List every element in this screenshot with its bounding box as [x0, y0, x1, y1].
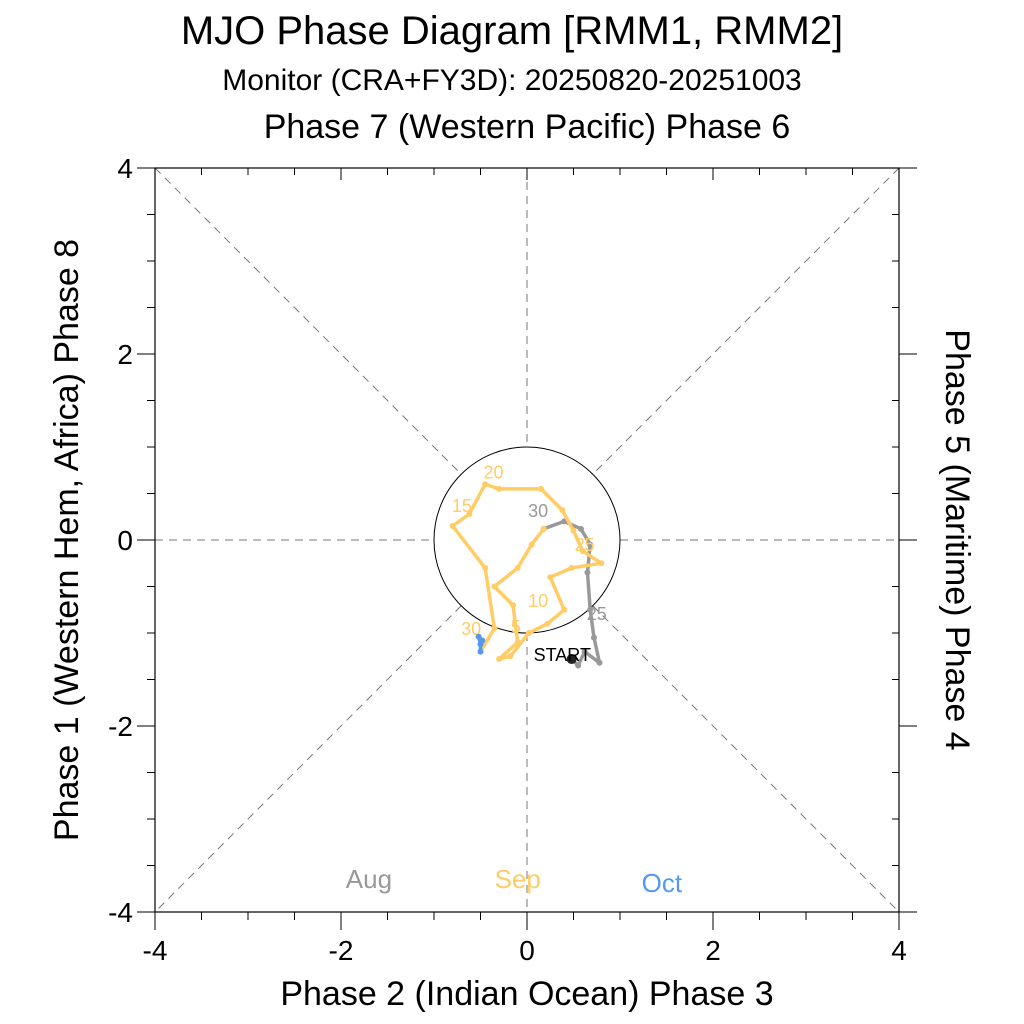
series-point-sep	[510, 602, 517, 609]
series-point-sep	[482, 564, 489, 571]
series-point-sep	[570, 527, 577, 534]
day-label-aug: 30	[528, 501, 548, 521]
series-point-sep	[514, 564, 521, 571]
series-point-sep	[547, 574, 554, 581]
series-point-oct	[477, 648, 484, 655]
series-point-aug	[587, 606, 594, 613]
chart-title: MJO Phase Diagram [RMM1, RMM2]	[181, 9, 843, 53]
day-label-sep: 20	[484, 463, 504, 483]
day-label-sep: 5	[511, 617, 521, 637]
legend-month-oct: Oct	[642, 868, 683, 898]
series-point-sep	[449, 523, 456, 530]
series-point-sep	[544, 620, 551, 627]
series-point-sep	[537, 485, 544, 492]
series-point-sep	[496, 656, 503, 663]
series-point-sep	[525, 630, 532, 636]
y-tick-label: 4	[117, 153, 133, 184]
day-label-sep: 10	[528, 591, 548, 611]
bottom-phase-label: Phase 2 (Indian Ocean) Phase 3	[280, 975, 773, 1013]
series-point-aug	[584, 569, 591, 576]
x-tick-label: 2	[705, 935, 721, 966]
series-point-sep	[598, 560, 605, 567]
series-point-sep	[579, 548, 586, 555]
plot-area: -4 -2 0 2 4 -4 -2 0 2 4 25 30 5 10 15 20 25 30 START Aug Sep…	[108, 153, 917, 966]
series-point-sep	[491, 625, 498, 632]
x-tick-label: 4	[891, 935, 907, 966]
y-tick-label: -2	[108, 711, 133, 742]
series-point-aug	[581, 648, 588, 655]
right-phase-label: Phase 5 (Maritime) Phase 4	[938, 329, 976, 750]
x-tick-label: -4	[143, 935, 168, 966]
series-point-sep	[491, 583, 498, 590]
y-tick-label: 0	[117, 525, 133, 556]
legend-month-aug: Aug	[346, 864, 392, 894]
series-point-aug	[587, 541, 594, 548]
chart-subtitle: Monitor (CRA+FY3D): 20250820-20251003	[222, 64, 802, 97]
top-phase-label: Phase 7 (Western Pacific) Phase 6	[264, 108, 791, 146]
series-point-sep	[540, 525, 547, 532]
start-marker	[566, 654, 577, 665]
start-label: START	[534, 645, 591, 665]
x-tick-label: 0	[519, 935, 535, 966]
series-point-sep	[482, 481, 489, 488]
series-point-sep	[561, 606, 568, 613]
series-point-aug	[596, 659, 603, 666]
legend-month-sep: Sep	[495, 864, 541, 894]
series-point-sep	[559, 507, 566, 514]
series-point-sep	[507, 653, 514, 660]
series-point-sep	[514, 639, 521, 646]
y-tick-label: 2	[117, 339, 133, 370]
series-point-oct	[479, 637, 486, 644]
series-point-sep	[568, 564, 575, 571]
series-point-oct	[475, 633, 482, 640]
series-point-aug	[575, 662, 582, 669]
day-label-sep: 30	[461, 619, 481, 639]
series-point-aug	[590, 634, 597, 641]
series-point-sep	[496, 485, 503, 492]
series-point-sep	[528, 541, 535, 548]
series-point-aug	[577, 525, 584, 532]
day-label-sep: 15	[452, 496, 472, 516]
day-label-aug: 25	[587, 604, 607, 624]
day-label-sep: 25	[575, 535, 595, 555]
diagonal-guide-line	[592, 167, 900, 475]
series-point-sep	[466, 510, 473, 517]
diagonal-guide-line	[154, 167, 462, 475]
diagonal-guide-line	[592, 605, 900, 913]
diagonal-guide-line	[154, 605, 462, 913]
y-tick-label: -4	[108, 897, 133, 928]
x-tick-label: -2	[329, 935, 354, 966]
left-phase-label: Phase 1 (Western Hem, Africa) Phase 8	[48, 239, 86, 841]
